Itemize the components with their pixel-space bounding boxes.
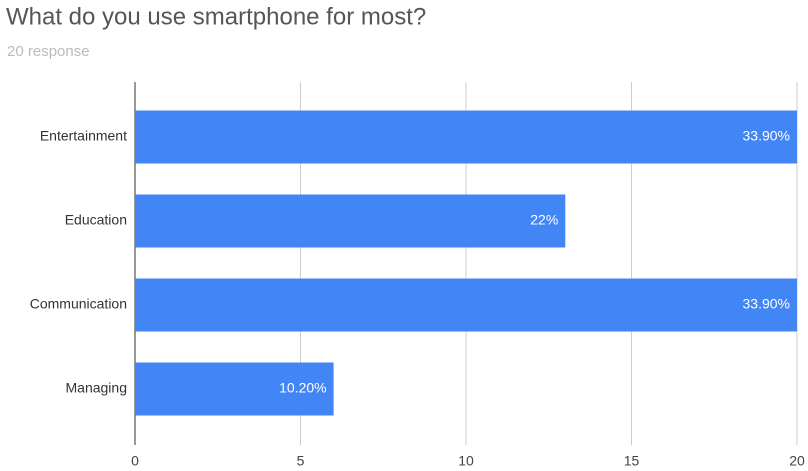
y-tick-label: Communication — [30, 296, 127, 312]
value-label: 33.90% — [743, 296, 790, 312]
value-label: 10.20% — [279, 380, 326, 396]
value-label: 22% — [530, 212, 558, 228]
x-tick-label: 5 — [297, 453, 305, 469]
x-tick-label: 20 — [789, 453, 805, 469]
bar — [135, 194, 566, 248]
chart-subtitle: 20 response — [7, 43, 90, 60]
bar — [135, 278, 797, 332]
y-tick-label: Education — [65, 212, 127, 228]
y-tick-label: Entertainment — [40, 128, 127, 144]
bar — [135, 110, 797, 164]
chart-title: What do you use smartphone for most? — [6, 3, 426, 30]
x-tick-label: 10 — [458, 453, 474, 469]
bar — [135, 362, 334, 416]
y-tick-label: Managing — [66, 380, 128, 396]
x-tick-label: 0 — [131, 453, 139, 469]
value-label: 33.90% — [743, 128, 790, 144]
x-tick-label: 15 — [624, 453, 640, 469]
